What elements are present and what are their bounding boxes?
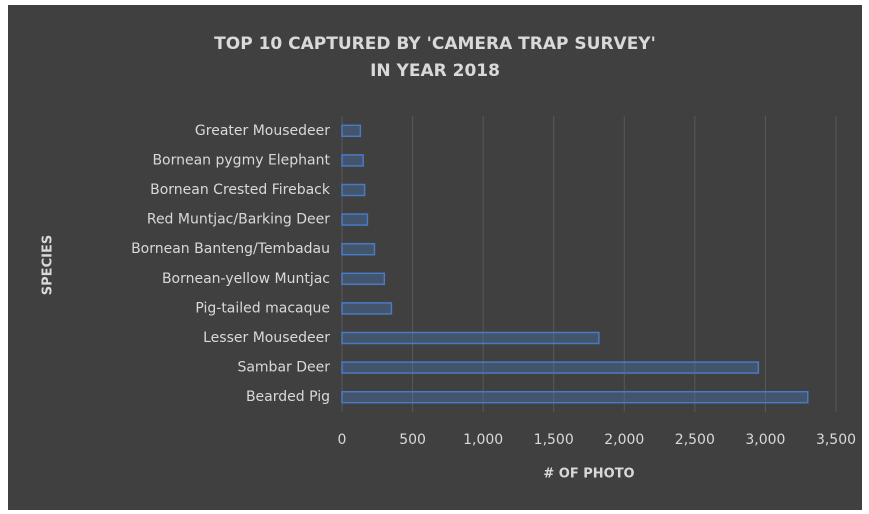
y-tick-label: Bornean-yellow Muntjac	[162, 271, 330, 287]
bar	[341, 124, 362, 138]
chart-background	[8, 5, 862, 510]
bar	[341, 213, 369, 226]
bar	[341, 272, 386, 286]
x-tick-label: 3,000	[745, 432, 785, 448]
x-tick-label: 0	[338, 432, 347, 448]
y-tick-label: Red Muntjac/Barking Deer	[147, 212, 330, 228]
bar	[341, 331, 600, 345]
bar	[341, 302, 393, 315]
bar	[341, 183, 366, 197]
x-tick-label: 500	[399, 432, 426, 448]
x-tick-label: 3,500	[816, 432, 856, 448]
bar	[341, 242, 376, 256]
y-tick-label: Bornean pygmy Elephant	[152, 152, 330, 168]
y-tick-label: Lesser Mousedeer	[203, 330, 330, 346]
y-axis-title: SPECIES	[41, 235, 56, 295]
bar	[341, 361, 760, 374]
x-tick-label: 1,500	[534, 432, 574, 448]
y-tick-label: Greater Mousedeer	[195, 123, 330, 139]
y-tick-label: Pig-tailed macaque	[195, 300, 330, 316]
x-tick-label: 1,000	[463, 432, 503, 448]
bar	[341, 154, 364, 167]
chart-title: IN YEAR 2018	[370, 61, 500, 81]
x-tick-label: 2,500	[675, 432, 715, 448]
bar	[341, 390, 809, 404]
chart-title: TOP 10 CAPTURED BY 'CAMERA TRAP SURVEY'	[214, 34, 656, 54]
y-tick-label: Bornean Banteng/Tembadau	[131, 241, 330, 257]
y-tick-label: Sambar Deer	[237, 360, 330, 376]
y-tick-label: Bornean Crested Fireback	[150, 182, 331, 198]
x-axis-title: # OF PHOTO	[543, 467, 634, 482]
x-tick-label: 2,000	[604, 432, 644, 448]
y-tick-label: Bearded Pig	[246, 389, 330, 405]
